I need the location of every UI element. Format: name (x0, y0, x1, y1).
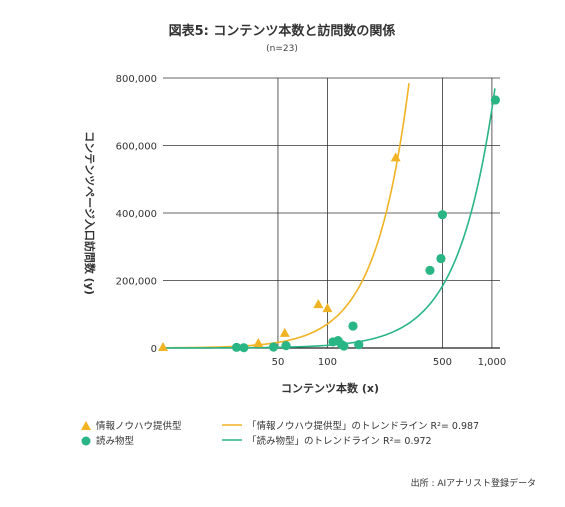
chart-subtitle: (n=23) (266, 44, 298, 54)
y-tick-label: 0 (151, 344, 157, 355)
data-point-triangle (279, 327, 290, 337)
x-axis-label: コンテンツ本数 (x) (281, 381, 379, 395)
data-point-circle (281, 341, 291, 351)
tick-labels: 0 200,000 400,000 600,000 800,000 50 100 500 1,0… (116, 74, 507, 368)
y-tick-label: 800,000 (116, 74, 157, 85)
chart-title: 図表5: コンテンツ本数と訪問数の関係 (169, 23, 396, 39)
legend-marker-circle (81, 436, 91, 446)
legend-label-series-1: 情報ノウハウ提供型 (96, 420, 182, 432)
data-point-circle (490, 95, 500, 105)
gridlines (163, 77, 500, 348)
data-point-triangle (158, 341, 168, 351)
legend-trend-label-1: 「情報ノウハウ提供型」のトレンドライン R²= 0.987 (247, 420, 479, 432)
x-tick-label: 1,000 (478, 357, 507, 368)
data-points (158, 95, 500, 353)
data-point-triangle (253, 337, 264, 347)
y-tick-label: 200,000 (116, 277, 157, 288)
legend-trend-label-2: 「読み物型」のトレンドライン R²= 0.972 (247, 435, 432, 447)
x-tick-label: 100 (318, 357, 337, 368)
x-tick-label: 50 (272, 357, 285, 368)
x-tick-label: 500 (433, 357, 452, 368)
legend-label-series-2: 読み物型 (96, 435, 135, 447)
trend-line-series-2 (163, 88, 496, 349)
data-point-circle (425, 265, 435, 275)
source-note: 出所 : AIアナリスト登録データ (411, 477, 536, 489)
trend-lines (162, 83, 496, 349)
data-point-circle (354, 340, 364, 350)
data-point-circle (436, 253, 446, 264)
data-point-circle (268, 342, 279, 352)
legend-marker-triangle (81, 421, 91, 430)
data-point-circle (239, 343, 249, 353)
trend-line-series-1 (162, 83, 410, 349)
legend: 情報ノウハウ提供型 読み物型 「情報ノウハウ提供型」のトレンドライン R²= 0… (81, 420, 479, 447)
y-axis-label: コンテンツページ入口訪問数 (y) (83, 131, 97, 295)
data-point-triangle (390, 152, 401, 162)
data-point-triangle (322, 303, 333, 313)
data-point-circle (437, 210, 448, 220)
data-point-circle (339, 341, 349, 351)
y-tick-label: 600,000 (116, 142, 157, 153)
data-point-triangle (313, 299, 324, 309)
data-point-circle (231, 342, 242, 352)
data-point-circle (348, 321, 358, 331)
y-tick-label: 400,000 (116, 209, 157, 220)
